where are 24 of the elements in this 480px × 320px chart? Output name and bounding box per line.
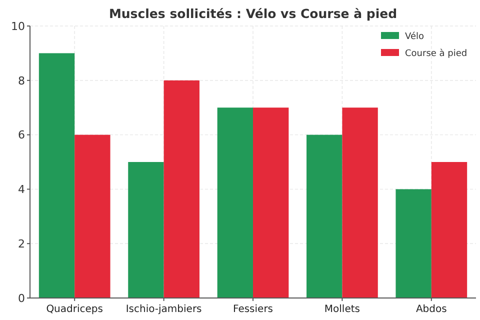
bar	[217, 108, 253, 298]
y-tick-label: 0	[18, 292, 25, 305]
y-tick-label: 6	[18, 128, 25, 142]
legend-label: Vélo	[405, 31, 424, 42]
x-tick-label: Quadriceps	[46, 304, 103, 315]
bar	[38, 53, 75, 298]
bar	[396, 189, 432, 298]
bar	[253, 108, 289, 298]
y-tick-label: 10	[11, 20, 25, 33]
legend-label: Course à pied	[405, 48, 468, 60]
chart-title: Muscles sollicités : Vélo vs Course à pied	[108, 6, 398, 21]
bar	[431, 162, 468, 298]
x-tick-label: Abdos	[416, 304, 447, 315]
y-tick-label: 8	[18, 74, 25, 88]
bar	[306, 134, 342, 298]
x-tick-label: Ischio-jambiers	[126, 304, 202, 315]
x-tick-label: Mollets	[324, 304, 360, 315]
bar	[74, 134, 110, 298]
x-tick-label: Fessiers	[232, 304, 274, 315]
bar	[342, 108, 378, 298]
bar	[128, 162, 164, 298]
y-tick-label: 4	[18, 183, 25, 196]
y-tick-label: 2	[18, 237, 25, 250]
bar	[164, 80, 200, 298]
